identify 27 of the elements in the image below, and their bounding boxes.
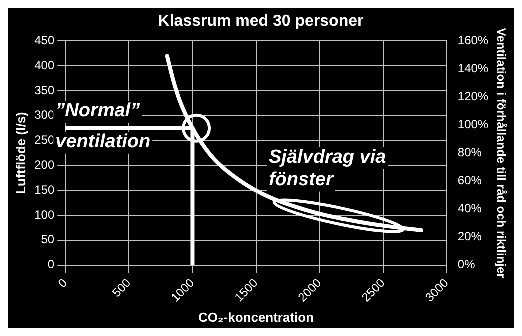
y-tick-label: 250	[34, 133, 55, 148]
x-tick-label: 500	[110, 276, 134, 300]
y-tick-label: 100	[34, 208, 55, 222]
y-tick-label: 350	[34, 83, 55, 98]
chart-title: Klassrum med 30 personer	[158, 13, 364, 30]
y2-tick-label: 40%	[458, 202, 482, 216]
y-tick-label: 300	[34, 108, 55, 122]
y2-tick-label: 100%	[458, 118, 489, 132]
y2-tick-label: 120%	[458, 90, 489, 104]
y-tick-label: 400	[34, 58, 55, 72]
annotation: Självdrag via fönster	[268, 147, 387, 190]
y-tick-label: 150	[34, 182, 55, 197]
y2-tick-label: 140%	[458, 62, 489, 76]
y2-tick-label: 80%	[458, 146, 482, 160]
x-tick-label: 0	[55, 276, 70, 291]
y2-axis-title: Ventilation i förhållande till råd och riktlinjer	[494, 28, 508, 279]
y2-tick-label: 160%	[458, 34, 489, 48]
y-tick-label: 200	[34, 158, 55, 172]
y2-tick-label: 60%	[458, 174, 482, 188]
x-axis-title: CO₂-koncentration	[198, 310, 314, 325]
y2-tick-label: 20%	[458, 230, 482, 244]
y-tick-label: 50	[41, 232, 55, 247]
y-axis-title: Luftflöde (l/s)	[13, 112, 28, 194]
y2-tick-label: 0%	[458, 258, 476, 272]
y-tick-label: 0	[48, 258, 55, 272]
y-tick-label: 450	[34, 34, 55, 48]
annotation: ”Normal” ventilation	[56, 100, 151, 153]
